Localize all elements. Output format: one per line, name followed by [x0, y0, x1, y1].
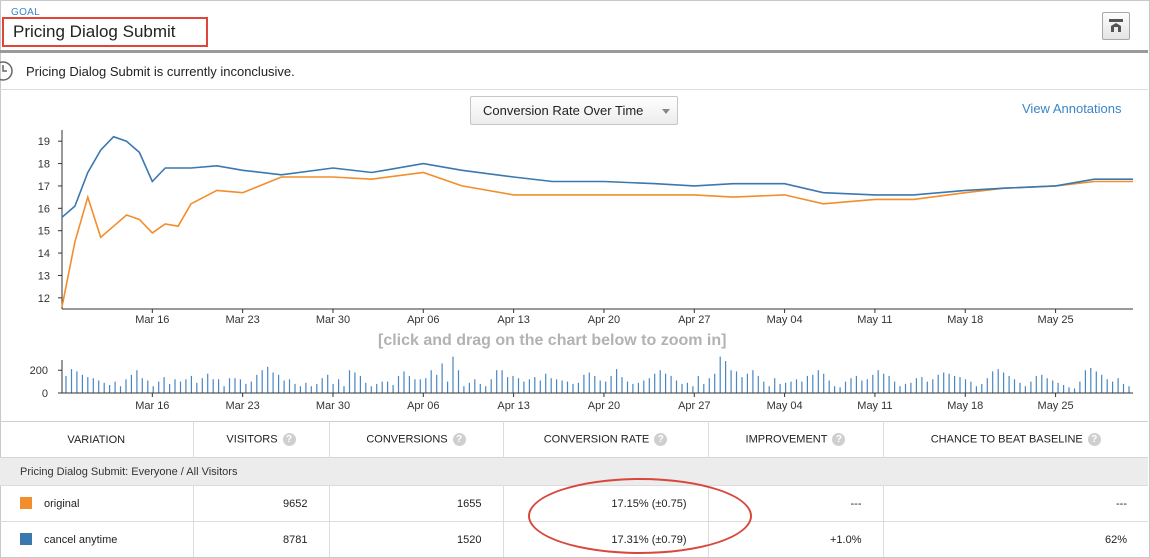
- y-tick-label: 14: [38, 248, 50, 260]
- help-icon[interactable]: ?: [654, 433, 668, 446]
- improvement-cell: ---: [708, 485, 884, 522]
- chart-type-select[interactable]: Conversion Rate Over Time: [470, 96, 678, 125]
- status-divider: [0, 89, 1148, 90]
- x-tick-label: Apr 20: [588, 314, 620, 326]
- chart-type-select-label: Conversion Rate Over Time: [483, 103, 644, 118]
- x-tick-label: May 18: [947, 314, 983, 326]
- visitors-cell: 9652: [193, 485, 330, 522]
- x-tick-label: Apr 27: [678, 314, 710, 326]
- collapse-icon: [1109, 19, 1123, 32]
- zoom-hint: [click and drag on the chart below to zo…: [378, 332, 727, 349]
- x-tick-label: Mar 30: [316, 314, 350, 326]
- variation-cell: original: [0, 485, 194, 522]
- header-divider: [0, 50, 1148, 53]
- x-tick-label: May 25: [1038, 314, 1074, 326]
- series-line-original: [61, 171, 1133, 307]
- mini-x-tick-label: Mar 16: [135, 400, 169, 412]
- mini-y-tick-label: 200: [30, 365, 48, 377]
- x-tick-label: May 04: [767, 314, 803, 326]
- column-header-improvement: IMPROVEMENT?: [708, 421, 884, 458]
- y-tick-label: 15: [38, 226, 50, 238]
- visitors-zoom-chart[interactable]: 0 200 Mar 16 Mar 23 Mar 30 Apr 06 Apr 13 Apr 2…: [0, 355, 1148, 415]
- table-row: cancel anytime 8781 1520 17.31% (±0.79) …: [0, 521, 1148, 557]
- page-title: Pricing Dialog Submit: [13, 22, 176, 41]
- mini-x-axis: Mar 16 Mar 23 Mar 30 Apr 06 Apr 13 Apr 20 Apr …: [62, 392, 1133, 412]
- help-icon[interactable]: ?: [832, 433, 846, 446]
- mini-x-tick-label: Apr 20: [588, 400, 620, 412]
- x-tick-label: Apr 06: [407, 314, 439, 326]
- table-header-row: VARIATION VISITORS? CONVERSIONS? CONVERS…: [0, 421, 1148, 458]
- collapse-button[interactable]: [1102, 12, 1130, 40]
- mini-x-tick-label: Mar 30: [316, 400, 350, 412]
- mini-x-tick-label: May 11: [857, 400, 892, 412]
- goal-label: GOAL: [11, 7, 40, 18]
- conversion-rate-cell: 17.15% (±0.75): [503, 485, 709, 522]
- x-tick-label: May 11: [857, 314, 892, 326]
- audience-group-row: Pricing Dialog Submit: Everyone / All Vi…: [0, 457, 1148, 486]
- visitors-cell: 8781: [193, 521, 330, 557]
- mini-x-tick-label: Mar 23: [226, 400, 260, 412]
- results-table: VARIATION VISITORS? CONVERSIONS? CONVERS…: [0, 421, 1148, 557]
- mini-x-tick-label: May 25: [1038, 400, 1074, 412]
- column-header-visitors: VISITORS?: [193, 421, 330, 458]
- view-annotations-link[interactable]: View Annotations: [1022, 101, 1122, 116]
- mini-bars-layer: [65, 356, 1130, 393]
- variation-color-swatch: [20, 497, 32, 509]
- status-message: Pricing Dialog Submit is currently incon…: [26, 64, 295, 79]
- main-y-axis: 12 13 14 15 16 17 18 19: [38, 130, 63, 309]
- column-header-variation: VARIATION: [0, 421, 194, 458]
- conversion-rate-chart[interactable]: 12 13 14 15 16 17 18 19 Mar 16 Mar 23 Mar 30 Apr 0…: [0, 126, 1148, 330]
- chevron-down-icon: [662, 109, 670, 114]
- main-series-layer: [61, 135, 1133, 307]
- clock-icon: [0, 61, 13, 81]
- variation-cell: cancel anytime: [0, 521, 194, 557]
- table-row: original 9652 1655 17.15% (±0.75) --- --…: [0, 485, 1148, 522]
- series-line-cancel-anytime: [61, 135, 1133, 218]
- audience-group-label: Pricing Dialog Submit: Everyone / All Vi…: [0, 457, 1148, 486]
- mini-x-tick-label: Apr 13: [497, 400, 529, 412]
- y-tick-label: 19: [38, 136, 50, 148]
- y-tick-label: 16: [38, 203, 50, 215]
- help-icon[interactable]: ?: [282, 433, 296, 446]
- x-tick-label: Mar 16: [135, 314, 169, 326]
- conversion-rate-cell: 17.31% (±0.79): [503, 521, 709, 557]
- variation-name: cancel anytime: [44, 534, 118, 546]
- title-highlight-box: Pricing Dialog Submit: [2, 17, 208, 47]
- conversions-cell: 1520: [329, 521, 504, 557]
- mini-x-tick-label: Apr 27: [678, 400, 710, 412]
- mini-x-tick-label: Apr 06: [407, 400, 439, 412]
- mini-x-tick-label: May 04: [767, 400, 803, 412]
- improvement-cell: +1.0%: [708, 521, 884, 557]
- conversions-cell: 1655: [329, 485, 504, 522]
- x-tick-label: Apr 13: [497, 314, 529, 326]
- variation-color-swatch: [20, 533, 32, 545]
- help-icon[interactable]: ?: [1087, 433, 1101, 446]
- y-tick-label: 18: [38, 159, 50, 171]
- column-header-conversions: CONVERSIONS?: [329, 421, 504, 458]
- mini-x-tick-label: May 18: [947, 400, 983, 412]
- help-icon[interactable]: ?: [452, 433, 466, 446]
- chance-to-beat-baseline-cell: ---: [883, 485, 1148, 522]
- x-tick-label: Mar 23: [226, 314, 260, 326]
- y-tick-label: 17: [38, 181, 50, 193]
- variation-name: original: [44, 498, 80, 510]
- y-tick-label: 12: [38, 293, 50, 305]
- column-header-conversion-rate: CONVERSION RATE?: [503, 421, 709, 458]
- chance-to-beat-baseline-cell: 62%: [883, 521, 1148, 557]
- y-tick-label: 13: [38, 270, 50, 282]
- mini-y-tick-label: 0: [42, 388, 48, 400]
- mini-y-axis: 0 200: [30, 360, 63, 400]
- main-x-axis: Mar 16 Mar 23 Mar 30 Apr 06 Apr 13 Apr 20 Apr …: [62, 308, 1133, 326]
- column-header-chance-to-beat-baseline: CHANCE TO BEAT BASELINE?: [883, 421, 1148, 458]
